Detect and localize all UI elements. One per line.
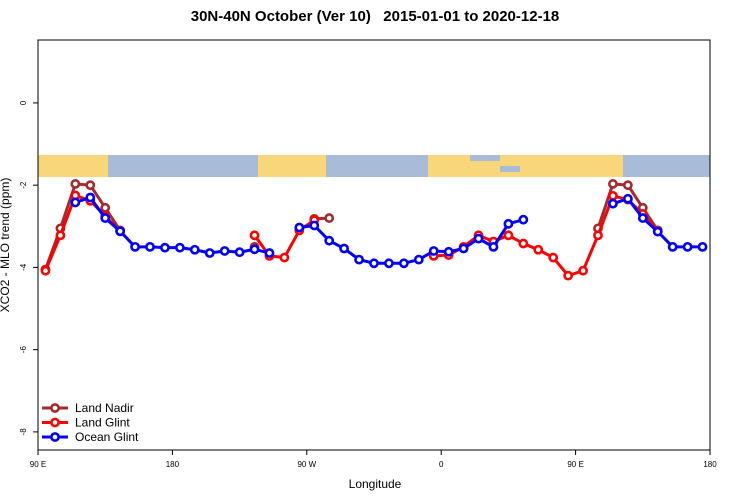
- point: [100, 202, 111, 213]
- point: [608, 198, 618, 209]
- point: [204, 248, 215, 258]
- point: [667, 241, 678, 252]
- point: [354, 254, 364, 265]
- point: [548, 252, 559, 263]
- point: [428, 246, 439, 256]
- point: [384, 258, 394, 269]
- point: [249, 244, 260, 255]
- point: [249, 230, 260, 241]
- point: [324, 235, 335, 246]
- point: [488, 241, 499, 252]
- point: [145, 241, 155, 252]
- point: [264, 248, 275, 258]
- point: [652, 226, 663, 237]
- x-tick-label: 180: [703, 460, 717, 469]
- point: [697, 241, 708, 252]
- point: [100, 213, 111, 223]
- point: [174, 242, 185, 253]
- point: [279, 252, 290, 263]
- point: [518, 214, 529, 225]
- x-tick-label: 90 E: [30, 460, 46, 469]
- point: [682, 241, 693, 252]
- point: [443, 246, 454, 257]
- point: [70, 179, 81, 189]
- point: [234, 247, 245, 258]
- point: [369, 258, 379, 269]
- point: [533, 244, 544, 255]
- legend-label: Land Nadir: [75, 401, 134, 415]
- map-strip: [38, 155, 710, 177]
- point: [398, 258, 409, 269]
- legend-label: Ocean Glint: [75, 430, 139, 444]
- point: [608, 179, 618, 189]
- point: [593, 230, 603, 241]
- point: [324, 213, 335, 223]
- x-axis-label: Longitude: [349, 477, 402, 491]
- series-line: [44, 182, 659, 270]
- point: [503, 218, 514, 229]
- point: [309, 220, 320, 231]
- x-tick-label: 0: [439, 460, 444, 469]
- point: [608, 190, 618, 201]
- point: [160, 242, 170, 253]
- x-tick-label: 90 W: [297, 460, 316, 469]
- legend-marker: [50, 432, 60, 442]
- point: [70, 197, 81, 208]
- x-tick-label: 180: [166, 460, 180, 469]
- point: [55, 230, 66, 241]
- point: [563, 270, 574, 281]
- y-axis-label: XCO2 - MLO trend (ppm): [0, 178, 12, 313]
- point: [115, 226, 126, 237]
- point: [503, 230, 514, 241]
- legend-marker: [50, 417, 60, 428]
- point: [578, 265, 588, 276]
- y-tick-label: -2: [19, 181, 28, 189]
- y-tick-label: -6: [19, 346, 28, 354]
- point: [622, 193, 633, 204]
- legend-marker: [50, 403, 60, 413]
- point: [518, 238, 529, 249]
- y-tick-label: 0: [19, 100, 28, 105]
- point: [622, 180, 633, 191]
- series-line: [44, 193, 659, 278]
- plot-frame: [37, 39, 711, 451]
- point: [219, 246, 230, 256]
- point: [130, 241, 140, 252]
- chart-title: 30N-40N October (Ver 10) 2015-01-01 to 2…: [191, 8, 560, 25]
- point: [339, 243, 350, 254]
- legend-label: Land Glint: [75, 416, 130, 430]
- point: [473, 233, 484, 244]
- point: [294, 222, 305, 233]
- point: [189, 244, 200, 255]
- point: [637, 213, 648, 223]
- y-tick-label: -8: [19, 428, 28, 436]
- y-tick-label: -4: [19, 263, 28, 271]
- point: [40, 265, 51, 276]
- point: [458, 243, 469, 254]
- x-tick-label: 90 E: [567, 460, 583, 469]
- point: [85, 192, 96, 203]
- point: [85, 180, 96, 191]
- point: [413, 254, 424, 265]
